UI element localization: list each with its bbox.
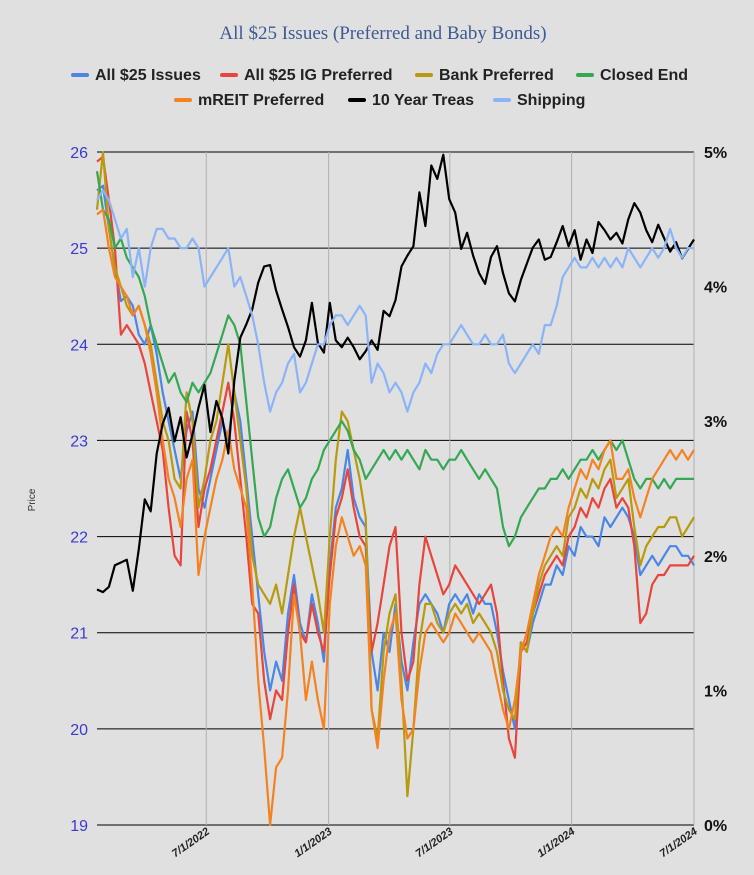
series-layer	[95, 150, 695, 827]
chart-title: All $25 Issues (Preferred and Baby Bonds…	[219, 23, 546, 44]
y-tick-label: 23	[70, 433, 88, 450]
y-axis-left: 19 20 21 22 23 24 25 26	[70, 145, 88, 835]
legend-label: Shipping	[517, 92, 585, 109]
x-axis: 7/1/2022 1/1/2023 7/1/2023 1/1/2024 7/1/2024	[170, 826, 700, 860]
y2-tick-label: 4%	[704, 280, 727, 297]
x-tick-label: 1/1/2024	[535, 826, 577, 860]
y-tick-label: 22	[70, 530, 88, 547]
y-tick-label: 26	[70, 145, 88, 162]
x-tick-label: 7/1/2024	[658, 826, 700, 860]
y-tick-label: 19	[70, 818, 88, 835]
y-tick-label: 25	[70, 241, 88, 258]
series-line-6	[96, 189, 694, 413]
y2-tick-label: 5%	[704, 145, 727, 162]
y-axis-label: Price	[27, 488, 38, 511]
legend-label: 10 Year Treas	[372, 92, 474, 109]
y-axis-right: 0% 1% 2% 3% 4% 5%	[704, 145, 727, 835]
series-line-5	[96, 153, 695, 594]
series-line-3	[95, 171, 694, 548]
y2-tick-label: 2%	[704, 549, 727, 566]
y2-tick-label: 3%	[704, 414, 727, 431]
series-line-1	[96, 155, 695, 759]
legend: All $25 Issues All $25 IG Preferred Bank P…	[71, 67, 688, 109]
y2-tick-label: 1%	[704, 683, 727, 700]
x-tick-label: 1/1/2023	[292, 826, 334, 860]
y-tick-label: 24	[70, 337, 88, 354]
y2-tick-label: 0%	[704, 818, 727, 835]
legend-label: All $25 Issues	[95, 67, 201, 84]
series-line-2	[95, 150, 695, 798]
series-line-4	[96, 208, 695, 827]
y-tick-label: 21	[70, 626, 88, 643]
x-tick-label: 7/1/2023	[414, 826, 456, 860]
legend-label: All $25 IG Preferred	[244, 67, 393, 84]
y-tick-label: 20	[70, 722, 88, 739]
legend-label: mREIT Preferred	[198, 92, 324, 109]
legend-label: Closed End	[600, 67, 688, 84]
x-tick-label: 7/1/2022	[170, 826, 212, 860]
legend-label: Bank Preferred	[439, 67, 554, 84]
